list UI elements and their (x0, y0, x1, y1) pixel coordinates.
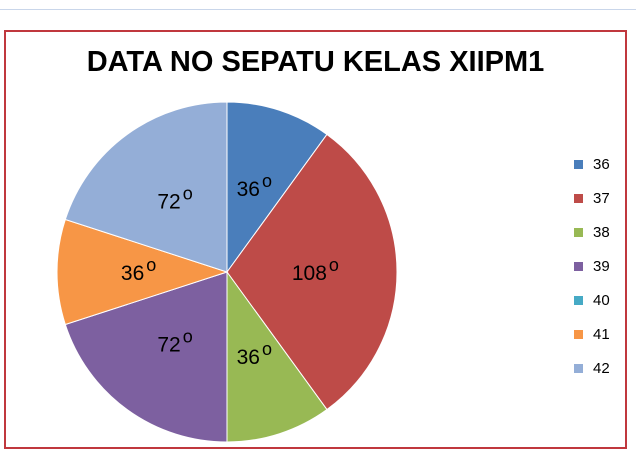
data-label-37: 108 o (292, 255, 339, 285)
legend-swatch-41 (574, 329, 583, 339)
legend-item-38: 38 (574, 215, 629, 249)
legend-label-40: 40 (593, 291, 610, 309)
legend-label-41: 41 (593, 325, 610, 343)
legend-swatch-36 (574, 159, 583, 169)
legend-label-36: 36 (593, 155, 610, 173)
legend-swatch-40 (574, 295, 583, 305)
legend-item-36: 36 (574, 147, 629, 181)
legend-swatch-38 (574, 227, 583, 237)
legend-swatch-37 (574, 193, 583, 203)
legend-item-39: 39 (574, 249, 629, 283)
legend-item-41: 41 (574, 317, 629, 351)
legend-item-40: 40 (574, 283, 629, 317)
data-label-41: 36 o (121, 255, 156, 285)
legend-label-38: 38 (593, 223, 610, 241)
legend-swatch-39 (574, 261, 583, 271)
legend-label-42: 42 (593, 359, 610, 377)
legend-item-42: 42 (574, 351, 629, 385)
pie-data-labels: 36 o 108 o 36 o 72 o 36 o 72 o (121, 171, 339, 369)
data-label-38: 36 o (237, 339, 272, 369)
legend-label-37: 37 (593, 189, 610, 207)
pie-slice-36 (226, 101, 328, 274)
chart-title: DATA NO SEPATU KELAS XIIPM1 (86, 46, 545, 78)
pie-slice-41 (56, 218, 229, 326)
data-label-42: 72 o (157, 183, 192, 213)
pie-slice-42 (64, 101, 228, 273)
legend-item-37: 37 (574, 181, 629, 215)
window-top-edge (0, 0, 636, 10)
data-label-39: 72 o (157, 327, 192, 357)
pie-slice-37 (226, 133, 398, 411)
pie-slice-39 (64, 271, 228, 443)
pie-slice-38 (226, 270, 328, 443)
pie-slices (56, 101, 398, 443)
data-label-36: 36 o (237, 171, 272, 201)
legend-swatch-42 (574, 363, 583, 373)
chart-legend: 36 37 38 39 40 41 42 (574, 147, 629, 385)
legend-label-39: 39 (593, 257, 610, 275)
